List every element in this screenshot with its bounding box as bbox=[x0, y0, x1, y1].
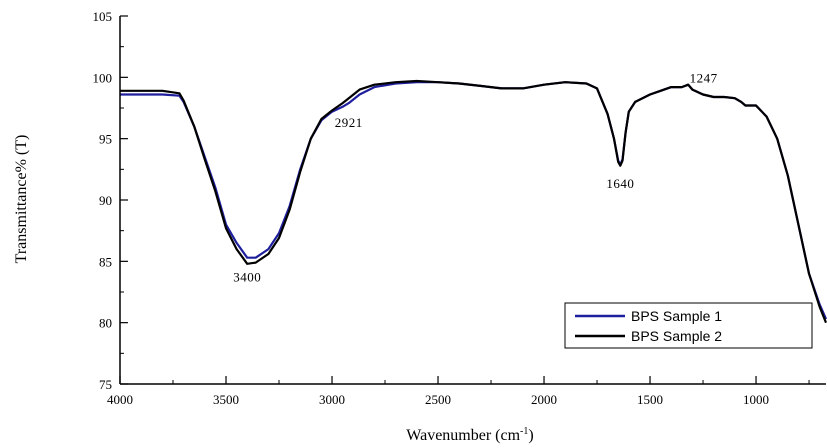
x-tick-label: 2500 bbox=[425, 392, 451, 407]
legend: BPS Sample 1 BPS Sample 2 bbox=[564, 302, 813, 349]
series-line-2 bbox=[120, 79, 827, 324]
peak-label-1247: 1247 bbox=[690, 71, 718, 86]
x-tick-label: 1000 bbox=[743, 392, 769, 407]
x-axis-title-end: ) bbox=[528, 427, 533, 444]
peak-label-3400: 3400 bbox=[233, 269, 261, 284]
legend-label-1: BPS Sample 1 bbox=[631, 308, 722, 324]
x-tick-label: 2000 bbox=[531, 392, 557, 407]
series-line-1 bbox=[120, 81, 827, 320]
axes: 4000 3500 3000 2500 2000 1500 1000 75 80 85 90 95 10… bbox=[93, 9, 826, 407]
y-tick-label: 75 bbox=[99, 377, 112, 392]
x-axis-title: Wavenumber (cm-1) bbox=[406, 426, 533, 444]
y-tick-label: 90 bbox=[99, 193, 112, 208]
peak-annotations: 3400 2921 1640 1247 bbox=[233, 71, 717, 285]
x-tick-label: 3000 bbox=[319, 392, 345, 407]
x-axis-title-superscript: -1 bbox=[520, 426, 528, 437]
x-axis-title-main: Wavenumber (cm bbox=[406, 427, 520, 444]
y-tick-label: 85 bbox=[99, 254, 112, 269]
peak-label-1640: 1640 bbox=[606, 176, 634, 191]
x-tick-label: 1500 bbox=[637, 392, 663, 407]
y-tick-label: 105 bbox=[93, 9, 113, 24]
x-tick-label: 4000 bbox=[107, 392, 133, 407]
legend-box bbox=[564, 302, 813, 349]
legend-label-2: BPS Sample 2 bbox=[631, 328, 722, 344]
peak-label-2921: 2921 bbox=[335, 115, 363, 130]
y-tick-label: 100 bbox=[93, 70, 113, 85]
y-axis-title: Transmittance% (T) bbox=[13, 135, 30, 264]
y-tick-label: 80 bbox=[99, 316, 112, 331]
x-tick-label: 3500 bbox=[213, 392, 239, 407]
plot-area bbox=[120, 79, 827, 324]
y-tick-label: 95 bbox=[99, 132, 112, 147]
